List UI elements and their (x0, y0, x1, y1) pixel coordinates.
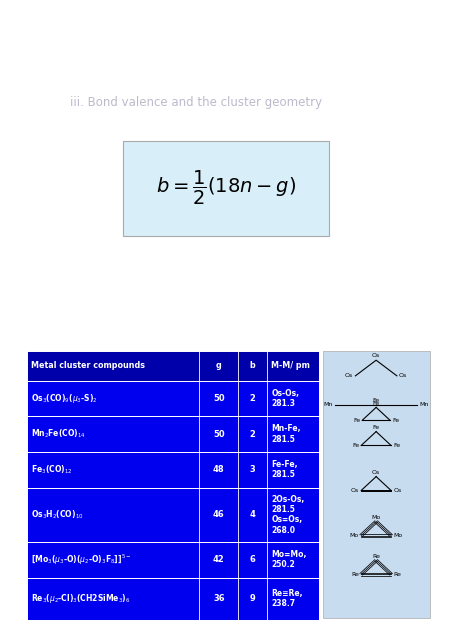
Text: Fe: Fe (372, 425, 379, 430)
Text: 46: 46 (212, 510, 224, 519)
Bar (27, 416, 318, 452)
Text: 48: 48 (212, 465, 224, 474)
Text: 9: 9 (249, 594, 255, 603)
Bar (27, 542, 318, 578)
Text: Fe: Fe (391, 418, 398, 423)
Bar (322, 351, 428, 618)
Text: 2Os-Os,
281.5
Os=Os,
268.0: 2Os-Os, 281.5 Os=Os, 268.0 (271, 495, 304, 535)
Bar (27, 488, 318, 542)
Text: Mo: Mo (371, 515, 380, 520)
Text: 36: 36 (212, 594, 224, 603)
Bar (27, 578, 318, 620)
Text: $b = \dfrac{1}{2}(18n - g)$: $b = \dfrac{1}{2}(18n - g)$ (156, 170, 295, 207)
Text: 2: 2 (249, 429, 255, 438)
Text: Re: Re (350, 572, 358, 577)
Text: Os-Os,
281.3: Os-Os, 281.3 (271, 388, 299, 408)
Text: Tri-nuclear compounds: Tri-nuclear compounds (142, 331, 293, 344)
Bar (27, 351, 318, 381)
Text: Os: Os (398, 373, 406, 378)
Text: Re≡Re,
238.7: Re≡Re, 238.7 (271, 589, 302, 608)
Text: b: b (249, 362, 255, 371)
Text: Fe: Fe (352, 418, 359, 423)
Text: Mo: Mo (392, 533, 401, 538)
Text: Re: Re (371, 554, 379, 559)
Text: Os: Os (350, 488, 358, 493)
Text: Os: Os (344, 373, 353, 378)
Text: 6: 6 (249, 556, 255, 564)
Text: iii. Bond valence and the cluster geometry: iii. Bond valence and the cluster geomet… (69, 95, 321, 109)
Text: Os: Os (371, 470, 379, 475)
Text: Fe: Fe (372, 397, 379, 403)
Text: g: g (216, 362, 221, 371)
Text: 50: 50 (212, 394, 224, 403)
Text: 50: 50 (212, 429, 224, 438)
Text: 2: 2 (249, 394, 255, 403)
Text: Os$_3$H$_2$(CO)$_{10}$: Os$_3$H$_2$(CO)$_{10}$ (31, 509, 83, 521)
Text: Mn-Fe,
281.5: Mn-Fe, 281.5 (271, 424, 300, 444)
Text: Mn: Mn (323, 402, 332, 407)
FancyBboxPatch shape (123, 141, 328, 236)
Text: Os: Os (371, 353, 379, 358)
Bar (27, 452, 318, 488)
Text: Fe-Fe,
281.5: Fe-Fe, 281.5 (271, 460, 297, 479)
Text: 4: 4 (249, 510, 255, 519)
Text: Re$_3$($\mu_2$-Cl)$_3$(CH2SiMe$_3$)$_6$: Re$_3$($\mu_2$-Cl)$_3$(CH2SiMe$_3$)$_6$ (31, 592, 130, 605)
Text: Mn$_2$Fe(CO)$_{14}$: Mn$_2$Fe(CO)$_{14}$ (31, 428, 85, 440)
Text: Mo=Mo,
250.2: Mo=Mo, 250.2 (271, 550, 306, 570)
Text: 42: 42 (212, 556, 224, 564)
Text: Metal cluster compounds: Metal cluster compounds (31, 362, 144, 371)
Text: Fe: Fe (351, 443, 358, 448)
Text: Fe$_3$(CO)$_{12}$: Fe$_3$(CO)$_{12}$ (31, 463, 72, 476)
Text: Os$_3$(CO)$_9$($\mu_3$-S)$_2$: Os$_3$(CO)$_9$($\mu_3$-S)$_2$ (31, 392, 97, 405)
Text: Mo: Mo (349, 533, 358, 538)
Text: Fe: Fe (372, 401, 379, 406)
Text: Mn: Mn (419, 402, 428, 407)
Bar (27, 381, 318, 416)
Text: 3: 3 (249, 465, 255, 474)
Text: Fe: Fe (392, 443, 400, 448)
Text: Re: Re (392, 572, 400, 577)
Text: [Mo$_3$($\mu_3$-O)($\mu_2$-O)$_3$F$_8$]]$^{5-}$: [Mo$_3$($\mu_3$-O)($\mu_2$-O)$_3$F$_8$]]… (31, 552, 131, 567)
Text: M-M/ pm: M-M/ pm (271, 362, 309, 371)
Text: Os: Os (392, 488, 400, 493)
